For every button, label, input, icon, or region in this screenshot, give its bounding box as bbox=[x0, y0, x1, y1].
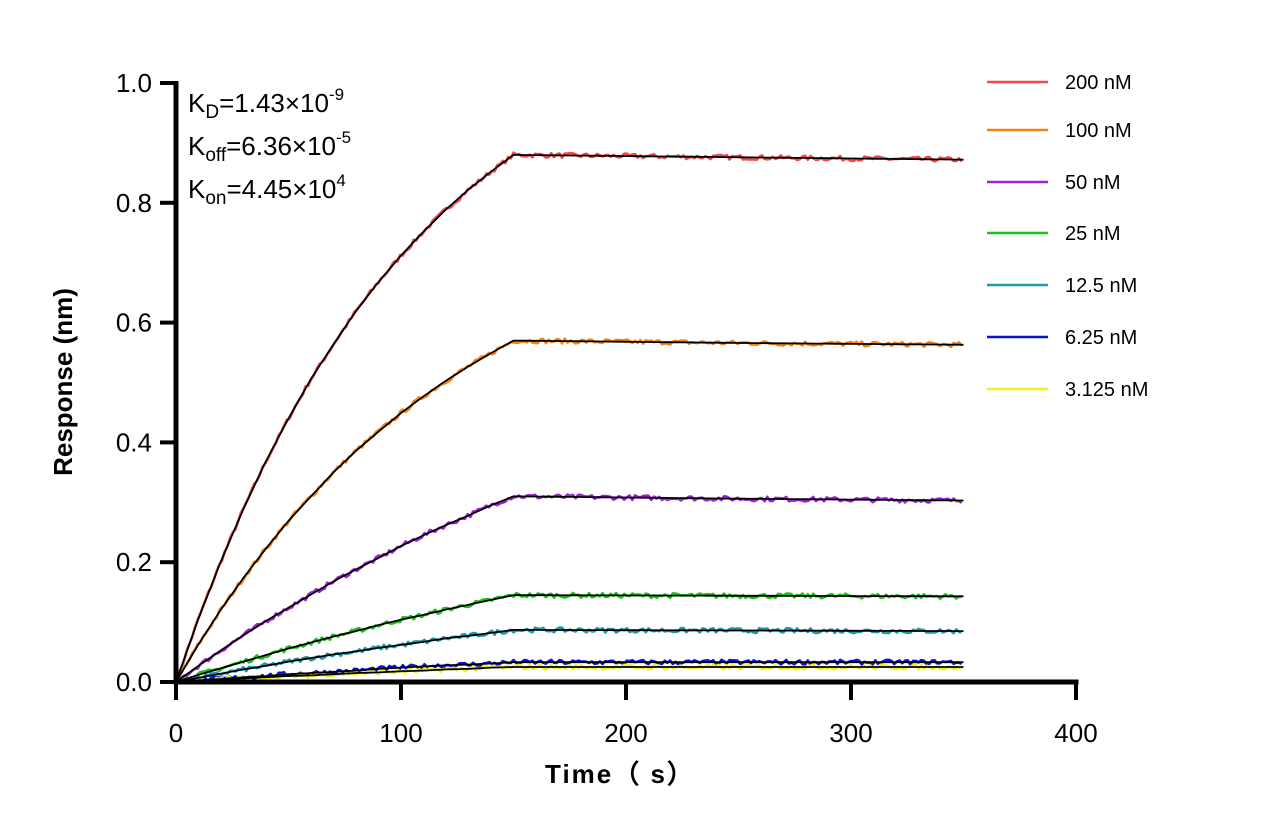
legend: 200 nM 100 nM 50 nM 25 nM 12.5 nM 6.25 nM 3.12… bbox=[987, 72, 1148, 401]
axes: 0.0 0.2 0.4 0.6 0.8 1.0 0 100 200 300 400 bbox=[116, 68, 1098, 748]
fit-curve-3 bbox=[175, 594, 964, 683]
data-layer bbox=[174, 151, 964, 684]
x-tick-label: 400 bbox=[1054, 718, 1097, 748]
data-series-2 bbox=[175, 493, 963, 682]
legend-label: 3.125 nM bbox=[1065, 379, 1148, 401]
fit-curve-1 bbox=[175, 339, 964, 683]
annotation-line: Koff=6.36×10-5 bbox=[188, 128, 351, 166]
x-tick-label: 200 bbox=[604, 718, 647, 748]
fit-curve-4 bbox=[175, 629, 964, 683]
legend-label: 12.5 nM bbox=[1065, 275, 1137, 297]
y-tick-label: 0.8 bbox=[116, 188, 152, 218]
y-tick-label: 1.0 bbox=[116, 68, 152, 98]
x-tick-label: 300 bbox=[829, 718, 872, 748]
fit-curve-2 bbox=[175, 495, 964, 683]
legend-label: 200 nM bbox=[1065, 72, 1132, 94]
x-tick-label: 0 bbox=[169, 718, 183, 748]
data-series-5 bbox=[176, 658, 963, 684]
y-tick-label: 0.2 bbox=[116, 547, 152, 577]
y-tick-label: 0.0 bbox=[116, 667, 152, 697]
x-axis-label: Time（ s） bbox=[545, 759, 695, 789]
y-tick-label: 0.6 bbox=[116, 308, 152, 338]
y-tick-label: 0.4 bbox=[116, 427, 152, 457]
legend-label: 100 nM bbox=[1065, 120, 1132, 142]
legend-label: 6.25 nM bbox=[1065, 327, 1137, 349]
legend-label: 50 nM bbox=[1065, 172, 1121, 194]
annotation-line: Kon=4.45×104 bbox=[188, 171, 346, 209]
fit-curve-5 bbox=[175, 661, 964, 683]
x-tick-label: 100 bbox=[379, 718, 422, 748]
legend-label: 25 nM bbox=[1065, 223, 1121, 245]
fit-curve-6 bbox=[175, 666, 964, 683]
y-axis-label: Response (nm) bbox=[48, 288, 78, 476]
annotation-line: KD=1.43×10-9 bbox=[188, 85, 344, 123]
fit-curve-0 bbox=[175, 154, 964, 683]
annotation-block: KD=1.43×10-9 Koff=6.36×10-5 Kon=4.45×104 bbox=[188, 85, 351, 209]
